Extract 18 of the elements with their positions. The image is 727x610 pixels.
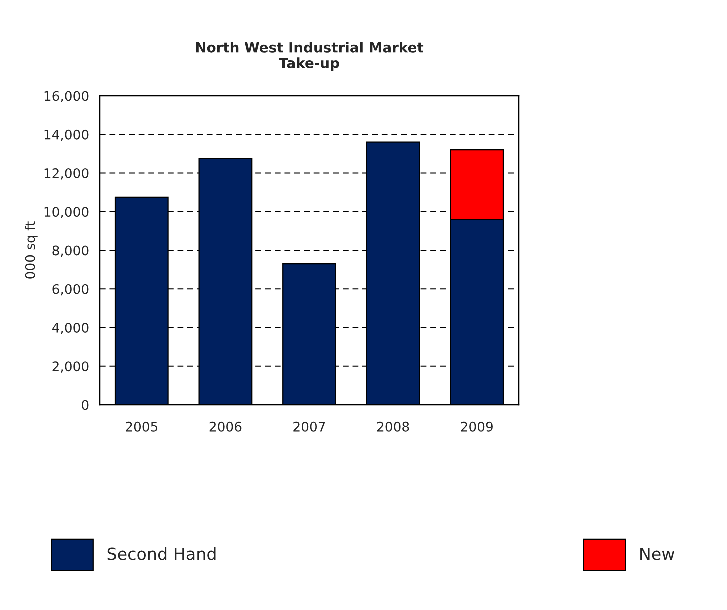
- x-tick-label: 2005: [126, 422, 158, 432]
- y-tick-label: 2,000: [52, 362, 89, 373]
- x-tick-label: 2006: [210, 422, 242, 432]
- y-tick-label: 6,000: [52, 284, 89, 296]
- y-tick-label: 8,000: [52, 246, 89, 258]
- y-tick-label: 16,000: [44, 91, 89, 103]
- y-tick-label: 12,000: [44, 168, 89, 180]
- x-tick-label: 2007: [294, 422, 326, 432]
- y-tick-label: 4,000: [52, 322, 89, 334]
- y-axis-title: 000 sq ft: [25, 222, 38, 279]
- y-tick-label: 14,000: [44, 130, 89, 142]
- x-tick-label: 2008: [377, 422, 410, 432]
- chart-title: North West Industrial Market Take-up: [196, 42, 424, 72]
- y-tick-label: 10,000: [44, 207, 89, 218]
- x-tick-label: 2009: [461, 422, 493, 432]
- legend-label: Second Hand: [108, 547, 216, 560]
- legend-label: New: [640, 548, 675, 560]
- y-tick-label: 0: [82, 400, 89, 410]
